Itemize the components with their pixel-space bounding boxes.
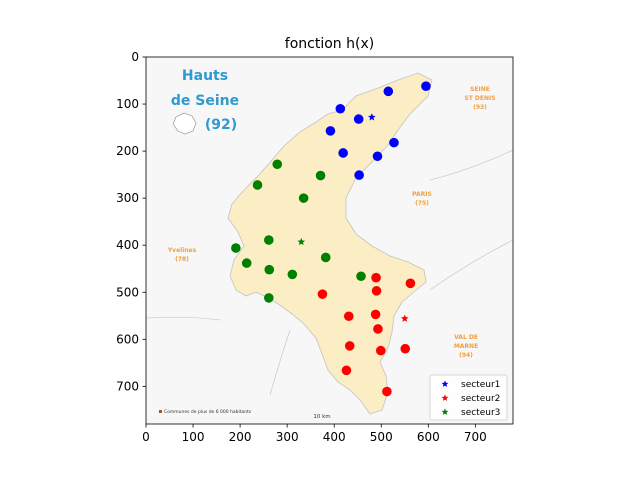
svg-text:(94): (94) [459, 352, 473, 359]
secteur3-point [264, 235, 274, 245]
svg-text:SEINE: SEINE [470, 86, 490, 93]
secteur3-point [264, 264, 275, 275]
map-label-seine-st-denis: SEINE ST DENIS (93) [464, 86, 495, 111]
y-tick-label: 400 [116, 238, 139, 252]
legend-label-secteur1: secteur1 [461, 380, 500, 390]
secteur1-point [338, 148, 348, 158]
y-tick-label: 100 [116, 97, 139, 111]
secteur3-centroid [297, 237, 306, 246]
secteur2-point [373, 324, 383, 334]
secteur3-point [315, 170, 326, 181]
secteur2-point [344, 341, 355, 351]
y-tick-label: 300 [116, 191, 139, 205]
secteur2-point [341, 365, 352, 376]
chart-title: fonction h(x) [285, 36, 374, 52]
legend-marker-secteur1 [441, 380, 449, 387]
y-tick-label: 200 [116, 144, 139, 158]
secteur1-point [383, 86, 394, 97]
y-tick-label: 500 [116, 285, 139, 299]
secteur1-point [335, 103, 346, 114]
svg-text:(93): (93) [473, 104, 487, 111]
secteur3-point [287, 269, 298, 280]
y-tick-label: 700 [116, 379, 139, 393]
boundary-line [429, 239, 513, 291]
secteur1-point [372, 151, 383, 162]
secteur3-point [320, 252, 331, 263]
legend-label-secteur2: secteur2 [461, 394, 500, 404]
x-tick-label: 100 [182, 430, 205, 444]
boundary-line [146, 316, 221, 321]
legend-box [429, 374, 508, 421]
axes-frame [145, 56, 514, 425]
map-label-yvelines: Yvelines (78) [167, 247, 197, 263]
secteur1-point [325, 126, 336, 136]
legend-label-secteur3: secteur3 [461, 408, 500, 418]
secteur3-point [298, 193, 309, 203]
map-title-line3: (92) [205, 117, 237, 133]
secteur3-point [231, 243, 241, 253]
secteur3-point [272, 159, 283, 170]
secteur3-point [252, 180, 263, 190]
y-axis: 0 100 200 300 400 500 600 700 [116, 50, 146, 393]
legend-marker-secteur3 [441, 408, 449, 415]
legend-marker-secteur2 [441, 394, 449, 401]
svg-text:(75): (75) [415, 200, 429, 207]
secteur1-point [353, 114, 364, 124]
x-tick-label: 700 [464, 430, 487, 444]
secteur1-point [421, 81, 431, 91]
map-title-line2: de Seine [171, 93, 239, 109]
secteur2-point [400, 343, 411, 354]
boundary-line [269, 329, 291, 396]
map-label-paris: PARIS (75) [412, 191, 432, 207]
secteur2-point [405, 278, 416, 289]
secteur3-point [241, 258, 252, 268]
secteur2-point [343, 311, 354, 322]
svg-text:ST DENIS: ST DENIS [464, 95, 495, 102]
map-footnote: Communes de plus de 6 000 habitants [164, 409, 252, 415]
data-points [231, 81, 431, 397]
secteur2-point [371, 286, 382, 296]
secteur2-point [370, 309, 381, 320]
y-tick-label: 0 [131, 50, 139, 64]
secteur2-centroid [400, 314, 409, 322]
secteur2-point [371, 272, 381, 283]
secteur2-point [382, 386, 392, 397]
x-tick-label: 600 [417, 430, 440, 444]
map-label-val-de-marne: VAL DE MARNE (94) [454, 334, 478, 359]
svg-text:VAL DE: VAL DE [454, 334, 478, 341]
secteur3-point [356, 271, 366, 282]
secteur2-point [317, 289, 328, 299]
map-background: Hauts de Seine (92) SEINE ST DENIS (93) … [146, 57, 513, 424]
x-tick-label: 500 [370, 430, 393, 444]
map-title-line1: Hauts [182, 68, 228, 84]
x-tick-label: 300 [276, 430, 299, 444]
x-tick-label: 0 [142, 430, 150, 444]
footnote-swatch [159, 410, 162, 413]
france-outline-icon [172, 112, 197, 135]
x-tick-label: 400 [323, 430, 346, 444]
svg-text:Yvelines: Yvelines [167, 247, 197, 254]
map-scale-note: 10 km [313, 414, 330, 420]
svg-text:MARNE: MARNE [454, 343, 478, 350]
x-axis: 0 100 200 300 400 500 600 700 [142, 424, 487, 444]
x-tick-label: 200 [229, 430, 252, 444]
svg-text:PARIS: PARIS [412, 191, 432, 198]
legend: secteur1 secteur2 secteur3 [429, 374, 508, 421]
secteur2-point [375, 345, 386, 356]
secteur1-point [389, 137, 399, 148]
svg-text:(78): (78) [175, 256, 189, 263]
secteur1-point [354, 170, 364, 180]
secteur1-centroid [368, 113, 376, 121]
secteur3-point [264, 293, 274, 303]
boundary-line [429, 149, 513, 181]
y-tick-label: 600 [116, 332, 139, 346]
